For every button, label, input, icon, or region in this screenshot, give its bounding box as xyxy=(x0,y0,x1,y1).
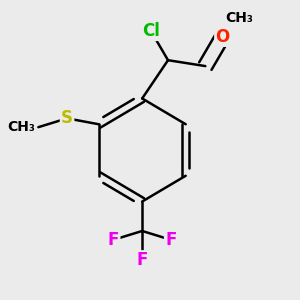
Text: F: F xyxy=(136,251,148,269)
Text: F: F xyxy=(165,231,177,249)
Text: O: O xyxy=(215,28,230,46)
Text: F: F xyxy=(108,231,119,249)
Text: CH₃: CH₃ xyxy=(225,11,253,25)
Text: CH₃: CH₃ xyxy=(8,120,35,134)
Text: Cl: Cl xyxy=(142,22,160,40)
Text: S: S xyxy=(61,109,73,127)
